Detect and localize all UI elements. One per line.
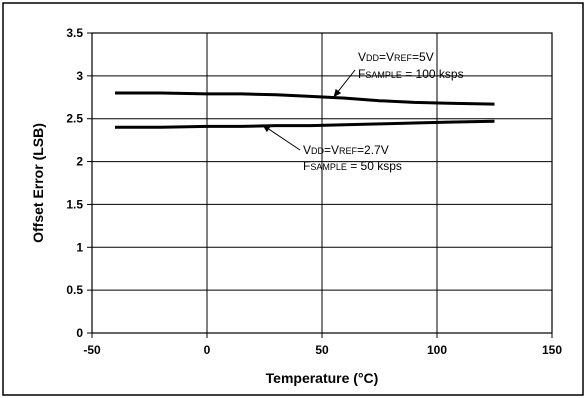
y-tick-label: 2.5: [66, 112, 83, 126]
annotation-2v7-supply: VDD=VREF=2.7V: [303, 143, 389, 157]
ann0-f-main: F: [358, 67, 365, 81]
ann1-ref-sub: REF: [339, 146, 358, 156]
ann1-value: =2.7V: [357, 143, 389, 157]
ann1-rate: = 50 ksps: [347, 159, 402, 173]
ann1-eqv: =V: [324, 143, 339, 157]
x-tick-label: 150: [542, 343, 562, 357]
ann0-v-main: V: [358, 50, 366, 64]
y-tick-label: 1: [76, 240, 83, 254]
ann0-dd-sub: DD: [366, 53, 379, 63]
x-axis-label: Temperature (°C): [266, 370, 379, 386]
y-tick-label: 0: [76, 326, 83, 340]
annotation-50ksps: FSAMPLE = 50 ksps: [303, 159, 402, 173]
ann1-v-main: V: [303, 143, 311, 157]
ann0-sample-sub: SAMPLE: [365, 70, 402, 80]
ann0-rate: = 100 ksps: [402, 67, 464, 81]
y-tick-label: 2: [76, 155, 83, 169]
ann0-value: =5V: [412, 50, 434, 64]
y-tick-label: 1.5: [66, 197, 83, 211]
x-tick-label: -50: [83, 343, 101, 357]
y-axis-label: Offset Error (LSB): [30, 123, 46, 243]
chart-frame: [3, 3, 583, 395]
ann0-eqv: =V: [379, 50, 394, 64]
ann0-ref-sub: REF: [394, 53, 413, 63]
ann1-dd-sub: DD: [311, 146, 324, 156]
ann1-sample-sub: SAMPLE: [310, 162, 347, 172]
x-tick-label: 100: [427, 343, 447, 357]
y-tick-label: 3: [76, 69, 83, 83]
y-tick-label: 3.5: [66, 26, 83, 40]
annotation-5v-supply: VDD=VREF=5V: [358, 50, 434, 64]
ann1-f-main: F: [303, 159, 310, 173]
y-tick-label: 0.5: [66, 283, 83, 297]
x-tick-label: 0: [204, 343, 211, 357]
annotation-100ksps: FSAMPLE = 100 ksps: [358, 67, 464, 81]
x-tick-label: 50: [315, 343, 329, 357]
